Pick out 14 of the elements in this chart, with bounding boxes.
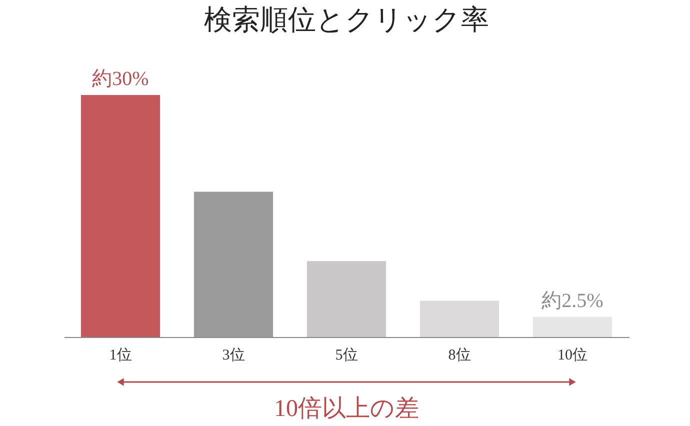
chart-title: 検索順位とクリック率	[204, 5, 489, 36]
bar	[420, 300, 500, 337]
data-label: 約30%	[92, 68, 149, 90]
data-label: 約2.5%	[542, 290, 604, 312]
x-tick-label: 5位	[335, 346, 358, 364]
text: 10倍以上の差	[274, 395, 419, 422]
x-tick-label: 10位	[558, 346, 588, 364]
x-tick-label: 3位	[222, 346, 245, 364]
bar	[532, 316, 612, 337]
x-tick-label: 8位	[448, 346, 471, 364]
bar	[80, 95, 160, 337]
x-tick-label: 1位	[109, 346, 132, 364]
bar	[194, 192, 274, 337]
bar	[306, 261, 386, 337]
